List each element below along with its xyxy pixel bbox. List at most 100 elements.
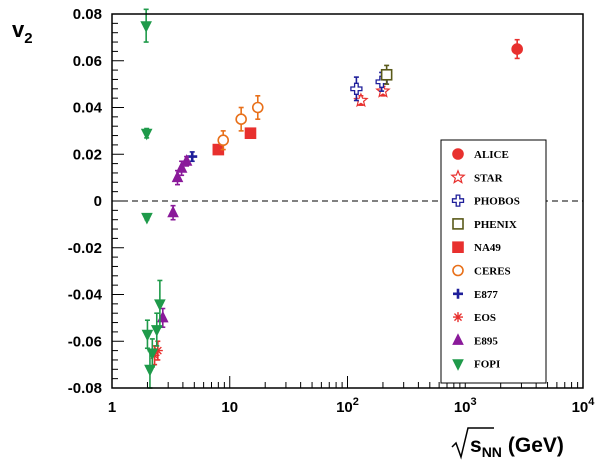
- marker-ceres: [235, 113, 247, 125]
- legend-marker-phobos: [451, 194, 465, 207]
- y-tick-label: -0.04: [68, 287, 103, 304]
- x-tick-exponent: 3: [471, 396, 477, 408]
- legend-item-na49: NA49: [452, 241, 501, 254]
- x-tick-exponent: 4: [588, 396, 595, 408]
- data-point-fopi: [141, 212, 153, 225]
- legend-label-fopi: FOPI: [474, 359, 500, 371]
- x-tick-exponent: 2: [353, 396, 359, 408]
- legend-item-fopi: FOPI: [452, 359, 500, 371]
- y-tick-label: -0.06: [68, 333, 102, 350]
- x-axis-title: sNN (GeV): [451, 427, 564, 460]
- data-point-ceres: [251, 95, 264, 120]
- data-point-fopi: [154, 279, 166, 329]
- legend-label-ceres: CERES: [474, 266, 511, 278]
- legend-marker-phenix: [452, 218, 464, 230]
- x-tick-base: 10: [572, 399, 589, 416]
- legend-label-phobos: PHOBOS: [474, 196, 520, 208]
- marker-eos: [152, 345, 163, 356]
- data-point-fopi: [146, 338, 159, 368]
- x-tick-base: 10: [454, 399, 471, 416]
- data-point-na49: [244, 127, 257, 140]
- x-tick-label: 104: [572, 396, 596, 416]
- marker-fopi: [141, 329, 154, 342]
- y-tick-label: 0.02: [73, 146, 102, 163]
- x-tick-base: 1: [108, 399, 116, 416]
- y-tick-label: -0.02: [68, 240, 102, 257]
- marker-fopi: [154, 299, 166, 311]
- data-point-ceres: [217, 130, 230, 151]
- legend-label-eos: EOS: [474, 312, 496, 324]
- marker-e895: [180, 154, 193, 166]
- x-tick-base: 10: [336, 399, 353, 416]
- marker-phobos: [350, 82, 363, 95]
- marker-e895: [167, 205, 179, 218]
- legend-label-star: STAR: [474, 172, 504, 184]
- x-tick-label: 102: [336, 396, 359, 416]
- legend-marker-star: [450, 169, 466, 184]
- legend-item-phobos: PHOBOS: [451, 194, 520, 208]
- series-na49: [212, 127, 257, 156]
- data-point-ceres: [235, 106, 247, 132]
- series-fopi: [140, 8, 166, 389]
- marker-e895: [171, 170, 184, 183]
- data-point-fopi: [140, 127, 153, 141]
- series-e895: [156, 154, 193, 329]
- legend-label-e895: E895: [474, 335, 498, 347]
- x-tick-label: 103: [454, 396, 477, 416]
- sqrt-symbol: [451, 427, 494, 460]
- legend-marker-fopi: [452, 359, 464, 371]
- plot-frame: [111, 13, 584, 389]
- legend-marker-na49: [452, 241, 464, 253]
- y-tick-labels: 0.08 0.06 0.04 0.02 0 -0.02 -0.04 -0.06 -0.08: [68, 6, 103, 397]
- data-point-fopi: [141, 319, 154, 350]
- y-tick-label: 0.06: [73, 53, 102, 70]
- y-tick-label: -0.08: [68, 380, 102, 397]
- marker-na49: [244, 127, 257, 140]
- series-phenix: [380, 64, 393, 85]
- y-axis-title: v2: [12, 17, 33, 47]
- marker-e895: [175, 161, 188, 173]
- legend-item-alice: ALICE: [452, 148, 509, 161]
- marker-fopi: [144, 364, 156, 377]
- marker-fopi: [140, 128, 153, 141]
- legend-item-eos: EOS: [453, 312, 496, 324]
- data-point-alice: [511, 38, 523, 60]
- x-tick-labels: 1 10 102 103 104: [108, 396, 595, 416]
- series-alice: [511, 38, 523, 60]
- marker-ceres: [251, 101, 264, 114]
- x-tick-label: 10: [221, 399, 238, 416]
- legend-item-e895: E895: [452, 333, 498, 347]
- legend-marker-e895: [452, 333, 464, 345]
- legend-label-phenix: PHENIX: [474, 219, 517, 231]
- data-point-fopi: [140, 8, 152, 43]
- marker-alice: [511, 43, 523, 55]
- marker-fopi: [150, 325, 163, 337]
- data-points: [140, 8, 523, 389]
- data-point-phenix: [380, 64, 393, 85]
- data-point-e895: [180, 154, 193, 167]
- legend-marker-alice: [452, 148, 464, 160]
- marker-ceres: [217, 134, 230, 147]
- y-tick-label: 0: [94, 193, 102, 210]
- y-tick-label: 0.04: [73, 100, 103, 117]
- legend-item-e877: E877: [453, 289, 498, 301]
- legend: ALICE STAR PHOBOS PHENIX NA49 CERES E877 EOS E89…: [440, 139, 547, 384]
- svg-text:sNN(GeV): sNN (GeV): [470, 434, 564, 460]
- x-tick-base: 10: [221, 399, 238, 416]
- legend-marker-ceres: [452, 264, 464, 277]
- data-point-eos: [152, 340, 163, 361]
- marker-phenix: [380, 68, 393, 81]
- legend-item-star: STAR: [450, 169, 504, 184]
- legend-item-phenix: PHENIX: [452, 218, 517, 231]
- marker-fopi: [140, 21, 152, 33]
- legend-marker-e877: [453, 288, 463, 299]
- legend-label-e877: E877: [474, 289, 498, 301]
- x-tick-label: 1: [108, 399, 116, 416]
- data-point-fopi: [150, 312, 163, 347]
- data-point-e895: [171, 169, 184, 186]
- data-point-phobos: [350, 76, 363, 102]
- data-point-e895: [167, 204, 179, 221]
- legend-item-ceres: CERES: [452, 264, 511, 278]
- legend-marker-eos: [453, 312, 463, 323]
